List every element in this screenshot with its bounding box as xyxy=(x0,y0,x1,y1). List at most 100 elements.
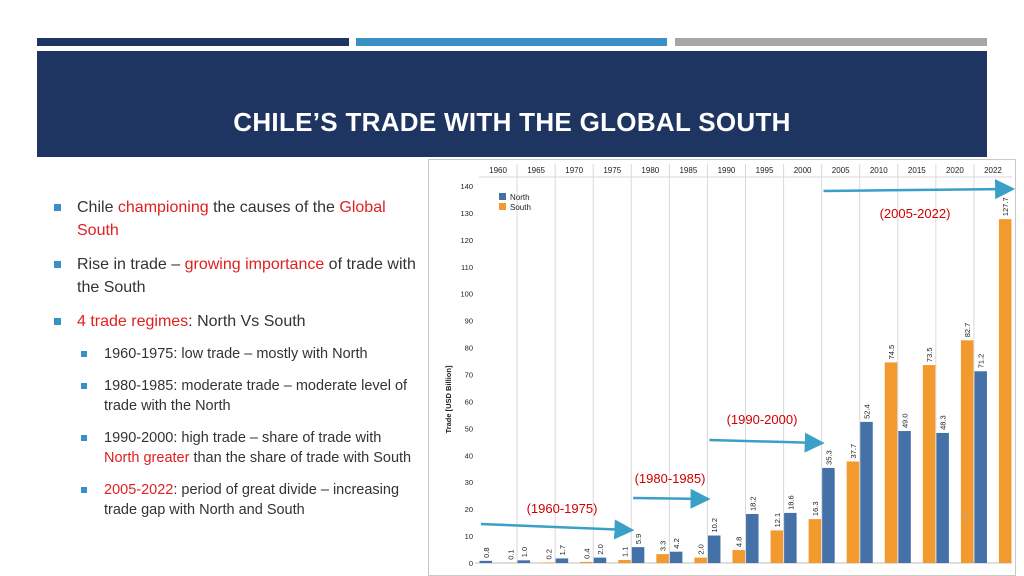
bar-south xyxy=(960,340,974,563)
legend-label: South xyxy=(510,203,531,212)
bar-north xyxy=(593,557,607,563)
bar-south xyxy=(732,550,745,563)
bar-north xyxy=(936,432,949,563)
bar-south xyxy=(922,365,936,563)
y-tick-label: 130 xyxy=(460,209,473,218)
sub-bullet-1980-1985: 1980-1985: moderate trade – moderate lev… xyxy=(50,376,420,417)
title-banner: CHILE’S TRADE WITH THE GLOBAL SOUTH xyxy=(37,51,987,157)
bullet-trade-regimes: 4 trade regimes: North Vs South xyxy=(50,310,420,333)
data-label: 18.6 xyxy=(786,495,795,510)
bullet-text: Rise in trade – xyxy=(77,256,185,273)
bar-north xyxy=(555,558,569,563)
x-tick-label: 2015 xyxy=(908,166,926,175)
x-tick-label: 1995 xyxy=(756,166,774,175)
data-label: 2.0 xyxy=(697,544,706,554)
bar-north xyxy=(898,431,911,563)
regime-annotation: (1960-1975) xyxy=(527,501,598,516)
data-label: 16.3 xyxy=(811,501,820,516)
regime-arrow xyxy=(709,432,825,453)
y-tick-label: 40 xyxy=(465,451,473,460)
regime-annotation: (1980-1985) xyxy=(635,471,706,486)
legend-swatch-north xyxy=(499,193,506,200)
y-axis-label: Trade [USD Billion] xyxy=(444,365,453,433)
y-tick-label: 10 xyxy=(465,532,473,541)
y-tick-label: 0 xyxy=(469,559,473,568)
sub-bullet-text: 1980-1985: moderate trade – moderate lev… xyxy=(104,377,408,415)
x-tick-label: 1965 xyxy=(527,166,545,175)
bar-north xyxy=(631,547,645,563)
sub-bullet-text: 1990-2000: high trade – share of trade w… xyxy=(104,429,382,446)
regime-arrow xyxy=(823,179,1015,200)
data-label: 5.9 xyxy=(634,534,643,544)
y-tick-label: 140 xyxy=(460,182,473,191)
sub-bullet-text: : period of great divide – increasing tr… xyxy=(104,481,400,519)
data-label: 127.7 xyxy=(1001,197,1010,216)
bar-south xyxy=(656,554,669,563)
bar-north xyxy=(784,512,797,563)
bar-south xyxy=(884,362,898,563)
bar-north xyxy=(669,551,683,563)
bar-south xyxy=(846,461,860,563)
highlight-text: North greater xyxy=(104,450,190,466)
x-tick-label: 2020 xyxy=(946,166,964,175)
bullet-text: the causes of the xyxy=(208,199,340,216)
regime-annotation: (2005-2022) xyxy=(880,206,951,221)
y-tick-label: 20 xyxy=(465,505,473,514)
y-tick-label: 90 xyxy=(465,317,473,326)
sub-bullet-text: than the share of trade with South xyxy=(189,450,412,466)
data-label: 1.1 xyxy=(621,547,630,557)
bar-south xyxy=(770,530,784,563)
bar-north xyxy=(746,513,759,563)
bar-south xyxy=(808,519,822,563)
top-stripe-gray xyxy=(675,38,987,46)
sub-bullet-1960-1975: 1960-1975: low trade – mostly with North xyxy=(50,344,420,365)
x-tick-label: 2005 xyxy=(832,166,850,175)
data-label: 1.0 xyxy=(520,547,529,557)
bar-south xyxy=(580,561,593,563)
legend-label: North xyxy=(510,193,530,202)
bar-north xyxy=(517,560,531,563)
data-label: 48.3 xyxy=(939,415,948,430)
data-label: 37.7 xyxy=(849,444,858,459)
bar-north xyxy=(822,467,835,563)
y-tick-label: 60 xyxy=(465,397,473,406)
sub-bullet-2005-2022: 2005-2022: period of great divide – incr… xyxy=(50,480,420,521)
regime-annotation: (1990-2000) xyxy=(727,412,798,427)
x-tick-label: 2000 xyxy=(794,166,812,175)
x-tick-label: 1960 xyxy=(489,166,507,175)
top-stripe-navy xyxy=(37,38,349,46)
bar-north xyxy=(479,560,493,563)
data-label: 1.7 xyxy=(558,545,567,555)
y-tick-label: 110 xyxy=(461,263,473,272)
data-label: 18.2 xyxy=(748,496,757,511)
highlight-text: growing importance xyxy=(184,256,325,273)
data-label: 74.5 xyxy=(887,345,896,360)
x-tick-label: 1985 xyxy=(679,166,697,175)
y-tick-label: 80 xyxy=(465,344,473,353)
y-tick-label: 120 xyxy=(460,236,473,245)
sub-bullet-1990-2000: 1990-2000: high trade – share of trade w… xyxy=(50,428,420,469)
x-tick-label: 1980 xyxy=(641,166,659,175)
bar-south xyxy=(618,560,631,563)
regime-arrow xyxy=(480,519,635,540)
x-tick-label: 2022 xyxy=(984,166,1002,175)
sub-bullet-text: 1960-1975: low trade – mostly with North xyxy=(104,346,368,362)
y-tick-label: 70 xyxy=(465,371,473,380)
bar-north xyxy=(707,535,721,563)
highlight-text: Global South xyxy=(77,199,386,239)
data-label: 3.3 xyxy=(659,541,668,551)
data-label: 2.0 xyxy=(596,544,605,554)
bar-south xyxy=(542,562,555,563)
data-label: 73.5 xyxy=(925,347,934,362)
data-label: 71.2 xyxy=(977,354,986,369)
x-tick-label: 1975 xyxy=(603,166,621,175)
bar-north xyxy=(860,421,873,563)
data-label: 4.2 xyxy=(672,538,681,548)
highlight-text: championing xyxy=(117,199,209,216)
page-note: 9 xyxy=(963,514,967,521)
x-tick-label: 2010 xyxy=(870,166,888,175)
data-label: 49.0 xyxy=(901,413,910,428)
highlight-text: 4 trade regimes xyxy=(77,313,189,330)
y-tick-label: 50 xyxy=(465,424,473,433)
